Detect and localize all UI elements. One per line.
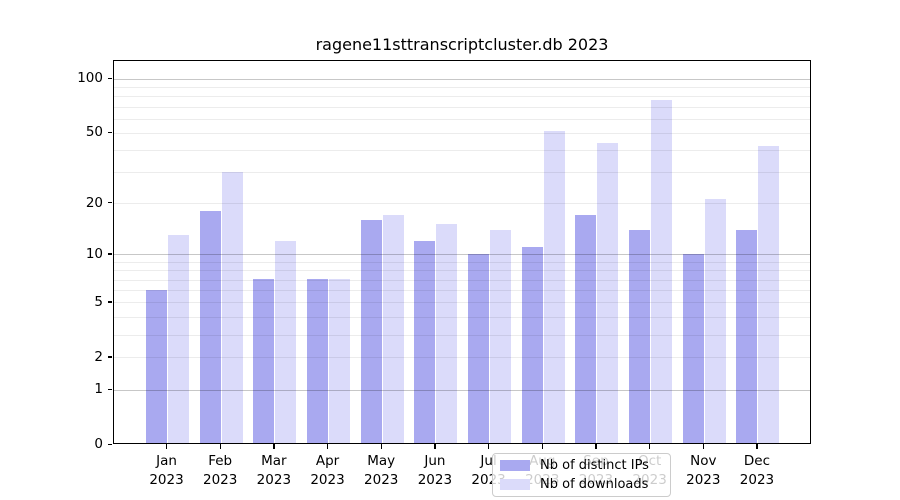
bar-aug-downloads — [543, 131, 565, 443]
bar-apr-distinct-ips — [307, 279, 329, 443]
bar-jun-distinct-ips — [414, 240, 436, 443]
y-tick-label-2: 2 — [94, 348, 103, 365]
y-tick-mark-5 — [108, 301, 112, 303]
gridline-50 — [114, 132, 810, 134]
bar-sep-downloads — [597, 142, 619, 443]
gridline-4 — [114, 316, 810, 318]
plot-area: Nb of distinct IPs Nb of downloads — [113, 60, 811, 497]
legend: Nb of distinct IPs Nb of downloads — [492, 453, 671, 497]
bar-may-downloads — [382, 215, 404, 443]
bar-oct-downloads — [651, 99, 673, 443]
y-tick-label-10: 10 — [85, 245, 103, 262]
gridline-3 — [114, 334, 810, 336]
x-tick-label-jan: Jan 2023 — [149, 453, 184, 488]
x-tick-mark-sep — [595, 444, 597, 449]
gridline-90 — [114, 86, 810, 88]
gridline-8 — [114, 270, 810, 272]
bar-jul-distinct-ips — [468, 254, 490, 443]
bar-nov-distinct-ips — [682, 254, 704, 443]
legend-swatch-distinct-ips — [500, 459, 530, 471]
x-tick-label-may: May 2023 — [364, 453, 399, 488]
x-tick-mark-dec — [756, 444, 758, 449]
x-tick-mark-may — [380, 444, 382, 449]
y-tick-mark-100 — [108, 77, 112, 79]
bar-mar-downloads — [275, 240, 297, 443]
bar-dec-distinct-ips — [736, 229, 758, 443]
y-tick-label-50: 50 — [85, 124, 103, 141]
legend-label-distinct-ips: Nb of distinct IPs — [540, 457, 649, 473]
gridline-10 — [114, 254, 810, 256]
bar-feb-distinct-ips — [199, 210, 221, 443]
gridline-60 — [114, 118, 810, 120]
x-tick-mark-feb — [219, 444, 221, 449]
y-tick-mark-0 — [108, 443, 112, 445]
bar-sep-distinct-ips — [575, 215, 597, 443]
y-tick-label-0: 0 — [94, 436, 103, 452]
x-tick-label-dec: Dec 2023 — [739, 453, 775, 488]
bar-aug-distinct-ips — [521, 247, 543, 443]
gridline-80 — [114, 96, 810, 98]
x-tick-label-jun: Jun 2023 — [417, 453, 453, 488]
bar-jul-downloads — [490, 229, 512, 443]
y-tick-label-1: 1 — [94, 381, 103, 398]
x-tick-label-mar: Mar 2023 — [256, 453, 292, 488]
chart-title: ragene11sttranscriptcluster.db 2023 — [315, 35, 609, 54]
x-tick-mark-oct — [649, 444, 651, 449]
gridline-2 — [114, 357, 810, 359]
gridline-5 — [114, 302, 810, 304]
bar-dec-downloads — [758, 146, 780, 443]
gridline-100 — [114, 78, 810, 80]
y-tick-mark-10 — [108, 253, 112, 255]
x-tick-label-nov: Nov 2023 — [686, 453, 721, 488]
y-tick-mark-2 — [108, 356, 112, 358]
bar-may-distinct-ips — [360, 219, 382, 443]
gridline-6 — [114, 290, 810, 292]
y-tick-label-20: 20 — [85, 194, 103, 211]
x-tick-mark-aug — [541, 444, 543, 449]
y-tick-mark-1 — [108, 388, 112, 390]
legend-swatch-downloads — [500, 479, 530, 491]
x-tick-mark-mar — [273, 444, 275, 449]
gridline-7 — [114, 279, 810, 281]
x-tick-mark-jun — [434, 444, 436, 449]
gridline-9 — [114, 262, 810, 263]
y-tick-label-100: 100 — [77, 70, 103, 87]
y-tick-label-5: 5 — [94, 293, 103, 310]
x-tick-mark-nov — [702, 444, 704, 449]
bar-jan-distinct-ips — [146, 289, 167, 443]
bar-jan-downloads — [168, 235, 189, 443]
bar-apr-downloads — [329, 279, 351, 443]
gridline-30 — [114, 172, 810, 174]
x-tick-mark-apr — [327, 444, 329, 449]
gridline-40 — [114, 150, 810, 152]
y-tick-mark-20 — [108, 202, 112, 204]
y-tick-mark-50 — [108, 131, 112, 134]
bar-mar-distinct-ips — [253, 279, 275, 443]
legend-row-distinct-ips: Nb of distinct IPs — [500, 457, 662, 474]
bar-jun-downloads — [436, 224, 458, 443]
x-tick-label-feb: Feb 2023 — [202, 453, 238, 488]
gridline-20 — [114, 203, 810, 205]
gridline-1 — [114, 389, 810, 391]
x-tick-mark-jan — [166, 444, 168, 449]
x-tick-label-apr: Apr 2023 — [310, 453, 345, 488]
bar-nov-downloads — [704, 199, 726, 443]
gridline-70 — [114, 106, 810, 108]
legend-row-downloads: Nb of downloads — [500, 477, 662, 494]
bar-feb-downloads — [221, 172, 243, 443]
x-tick-mark-jul — [488, 444, 490, 449]
legend-label-downloads: Nb of downloads — [540, 477, 649, 493]
bar-oct-distinct-ips — [629, 229, 651, 443]
